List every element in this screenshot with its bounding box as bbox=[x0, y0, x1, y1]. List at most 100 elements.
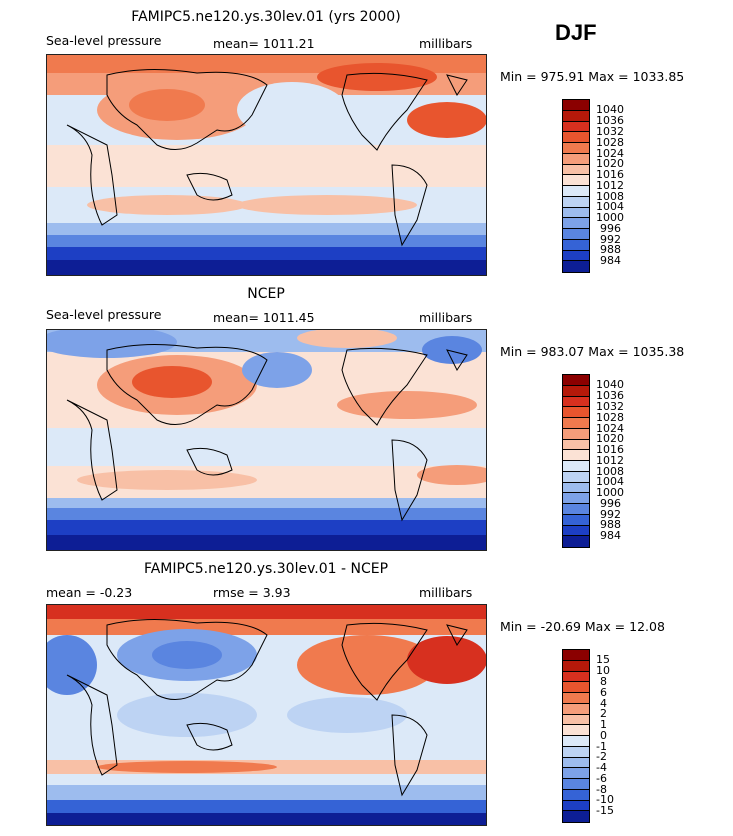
colorbar-swatch bbox=[563, 693, 589, 704]
colorbar-swatch bbox=[563, 525, 589, 537]
colorbar-swatch bbox=[563, 682, 589, 693]
colorbar-swatch bbox=[563, 504, 589, 515]
colorbar-swatch bbox=[563, 779, 589, 790]
colorbar-tick-label: 4 bbox=[600, 697, 607, 710]
colorbar-swatch bbox=[563, 186, 589, 197]
colorbar-swatch bbox=[563, 439, 589, 451]
season-label: DJF bbox=[555, 20, 597, 45]
colorbar-swatch bbox=[563, 736, 589, 747]
colorbar-tick-label: 1012 bbox=[596, 454, 624, 467]
panel2-minmax: Min = 983.07 Max = 1035.38 bbox=[500, 344, 685, 359]
colorbar-swatch bbox=[563, 789, 589, 801]
panel2-title: NCEP bbox=[247, 286, 285, 302]
colorbar-tick-label: -1 bbox=[596, 740, 607, 753]
colorbar-swatch bbox=[563, 375, 589, 386]
colorbar-swatch bbox=[563, 153, 589, 165]
colorbar-swatch bbox=[563, 261, 589, 272]
colorbar-swatch bbox=[563, 418, 589, 429]
panel3-minmax: Min = -20.69 Max = 12.08 bbox=[500, 619, 665, 634]
colorbar-tick-label: 2 bbox=[600, 707, 607, 720]
panel1-map bbox=[46, 54, 487, 276]
colorbar-tick-label: 996 bbox=[600, 497, 621, 510]
colorbar-tick-label: 1016 bbox=[596, 443, 624, 456]
panel1-minmax: Min = 975.91 Max = 1033.85 bbox=[500, 69, 685, 84]
colorbar-tick-label: 984 bbox=[600, 254, 621, 267]
colorbar-swatch bbox=[563, 450, 589, 461]
panel2-mean-label: mean= 1011.45 bbox=[213, 310, 315, 325]
panel2-map-field bbox=[47, 330, 486, 550]
colorbar-swatch bbox=[563, 132, 589, 143]
panel3-units-label: millibars bbox=[419, 585, 473, 600]
colorbar-swatch bbox=[563, 768, 589, 779]
colorbar-swatch bbox=[563, 164, 589, 176]
colorbar-swatch bbox=[563, 407, 589, 418]
colorbar-swatch bbox=[563, 143, 589, 154]
colorbar-tick-label: 1040 bbox=[596, 378, 624, 391]
colorbar-swatch bbox=[563, 461, 589, 472]
colorbar-swatch bbox=[563, 703, 589, 715]
colorbar-swatch bbox=[563, 121, 589, 133]
colorbar-tick-label: -2 bbox=[596, 750, 607, 763]
panel1-title: FAMIPC5.ne120.ys.30lev.01 (yrs 2000) bbox=[131, 9, 401, 25]
panel1-map-field bbox=[47, 55, 486, 275]
colorbar-swatch bbox=[563, 250, 589, 262]
panel3-title: FAMIPC5.ne120.ys.30lev.01 - NCEP bbox=[143, 561, 389, 577]
colorbar-tick-label: 1000 bbox=[596, 211, 624, 224]
colorbar-swatch bbox=[563, 725, 589, 736]
colorbar-tick-label: 10 bbox=[596, 664, 610, 677]
colorbar-swatch bbox=[563, 175, 589, 186]
colorbar-tick-label: -8 bbox=[596, 783, 607, 796]
colorbar-tick-label: 1040 bbox=[596, 103, 624, 116]
panel3-colorbar bbox=[562, 649, 590, 823]
colorbar-swatch bbox=[563, 385, 589, 397]
colorbar-swatch bbox=[563, 746, 589, 758]
panel1-mean-label: mean= 1011.21 bbox=[213, 36, 315, 51]
colorbar-tick-label: 1 bbox=[600, 718, 607, 731]
colorbar-tick-label: 1020 bbox=[596, 157, 624, 170]
colorbar-swatch bbox=[563, 671, 589, 683]
colorbar-tick-label: 1028 bbox=[596, 411, 624, 424]
colorbar-tick-label: -15 bbox=[596, 804, 614, 817]
colorbar-tick-label: 1020 bbox=[596, 432, 624, 445]
colorbar-swatch bbox=[563, 660, 589, 672]
colorbar-swatch bbox=[563, 757, 589, 769]
colorbar-tick-label: 8 bbox=[600, 675, 607, 688]
colorbar-swatch bbox=[563, 471, 589, 483]
colorbar-tick-label: 6 bbox=[600, 686, 607, 699]
colorbar-tick-label: 1032 bbox=[596, 400, 624, 413]
colorbar-swatch bbox=[563, 482, 589, 494]
colorbar-tick-label: 992 bbox=[600, 233, 621, 246]
panel1-variable-label: Sea-level pressure bbox=[46, 33, 162, 48]
colorbar-tick-label: 1024 bbox=[596, 147, 624, 160]
panel2-map bbox=[46, 329, 487, 551]
colorbar-tick-label: 1016 bbox=[596, 168, 624, 181]
colorbar-tick-label: 1012 bbox=[596, 179, 624, 192]
colorbar-swatch bbox=[563, 650, 589, 661]
colorbar-tick-label: -6 bbox=[596, 772, 607, 785]
colorbar-tick-label: 1036 bbox=[596, 389, 624, 402]
colorbar-tick-label: 1032 bbox=[596, 125, 624, 138]
panel3-map-field bbox=[47, 605, 486, 825]
colorbar-tick-label: 988 bbox=[600, 518, 621, 531]
panel3-rmse-label: rmse = 3.93 bbox=[213, 585, 291, 600]
colorbar-swatch bbox=[563, 218, 589, 229]
panel2-units-label: millibars bbox=[419, 310, 473, 325]
colorbar-tick-label: 1004 bbox=[596, 475, 624, 488]
colorbar-swatch bbox=[563, 396, 589, 408]
colorbar-tick-label: -10 bbox=[596, 793, 614, 806]
colorbar-tick-label: 1004 bbox=[596, 200, 624, 213]
panel3-mean-label: mean = -0.23 bbox=[46, 585, 133, 600]
colorbar-swatch bbox=[563, 196, 589, 208]
panel2-variable-label: Sea-level pressure bbox=[46, 307, 162, 322]
panel3-map bbox=[46, 604, 487, 826]
colorbar-swatch bbox=[563, 428, 589, 440]
colorbar-tick-label: 15 bbox=[596, 653, 610, 666]
colorbar-swatch bbox=[563, 207, 589, 219]
colorbar-swatch bbox=[563, 514, 589, 526]
panel2-colorbar bbox=[562, 374, 590, 548]
colorbar-tick-label: 992 bbox=[600, 508, 621, 521]
colorbar-tick-label: 984 bbox=[600, 529, 621, 542]
colorbar-tick-label: 1024 bbox=[596, 422, 624, 435]
colorbar-tick-label: 1008 bbox=[596, 465, 624, 478]
colorbar-tick-label: 0 bbox=[600, 729, 607, 742]
